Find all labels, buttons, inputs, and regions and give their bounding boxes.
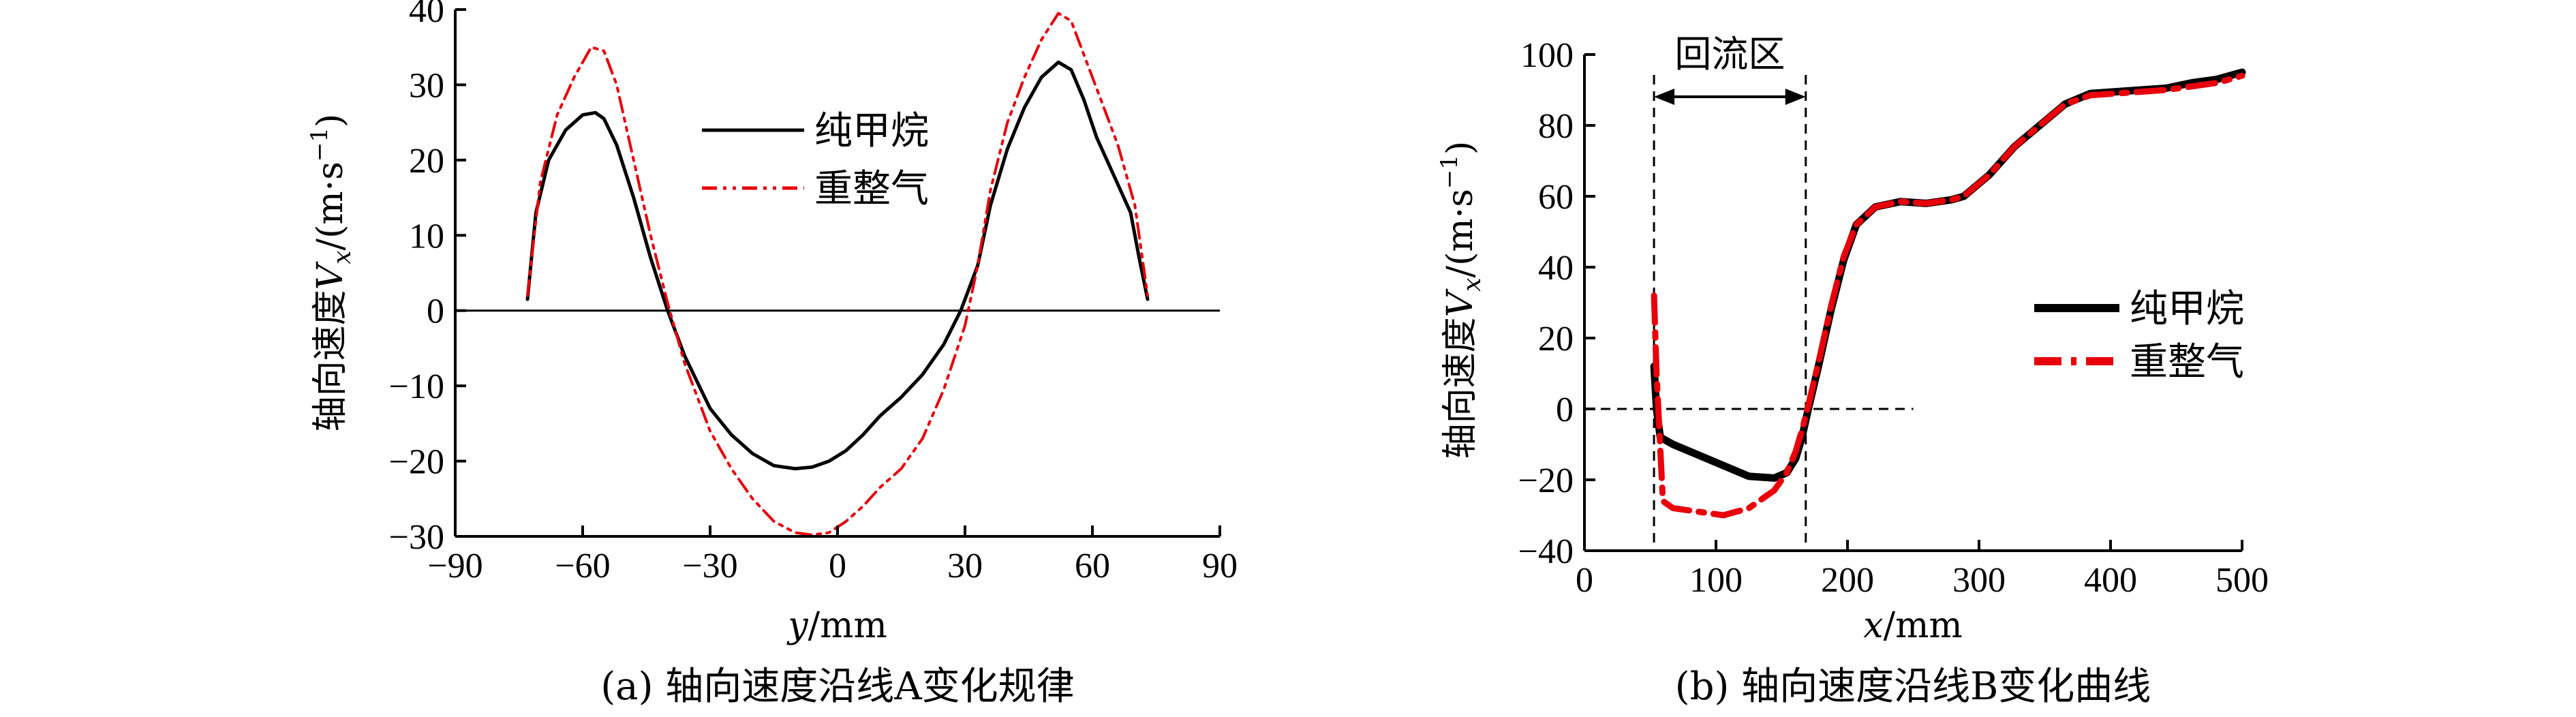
chart-b-y-axis-label: 轴向速度Vx/(m·s−1) <box>1436 141 1486 459</box>
chart-a-series-line-reformed-gas <box>526 12 1149 536</box>
recirculation-zone-label: 回流区 <box>1674 33 1785 76</box>
chart-a-series <box>525 12 1150 536</box>
chart-a-legend: 纯甲烷 重整气 <box>702 109 929 211</box>
arrowhead-right <box>1785 89 1806 105</box>
chart-a-y-axis-label: 轴向速度Vx/(m·s−1) <box>306 114 356 432</box>
chart-a-y-tick-label: 40 <box>409 0 444 30</box>
chart-a-y-tick-label: −30 <box>389 518 444 557</box>
chart-b-x-tick-label: 400 <box>2084 561 2137 600</box>
chart-b-y-tick-label: 40 <box>1538 249 1574 288</box>
chart-a-y-ticks: −30 −20 −10 0 10 20 30 40 <box>389 0 466 557</box>
chart-a-y-tick-label: −10 <box>389 367 444 406</box>
chart-a-x-tick-label: 30 <box>947 547 983 585</box>
chart-a-y-tick-label: 20 <box>409 142 444 181</box>
chart-b-x-tick-label: 500 <box>2215 561 2269 600</box>
chart-a-x-tick-label: 0 <box>829 547 846 585</box>
chart-b-x-ticks: 0 100 200 300 400 500 <box>1576 540 2269 600</box>
chart-b-y-ticks: −40 −20 0 20 40 60 80 100 <box>1518 36 1595 571</box>
chart-b-y-tick-label: 20 <box>1538 320 1574 358</box>
chart-a: −90 −60 −30 0 30 60 90 −30 −20 −10 0 10 20 30 40 纯甲烷 … <box>306 0 1238 709</box>
chart-a-y-tick-label: 0 <box>427 292 444 331</box>
chart-a-series-line-methane <box>525 60 1150 471</box>
chart-b-y-tick-label: 100 <box>1520 36 1574 75</box>
chart-b-series <box>1650 68 2246 519</box>
chart-b-legend: 纯甲烷 重整气 <box>2034 287 2244 384</box>
chart-b-x-tick-label: 100 <box>1689 561 1743 600</box>
chart-a-x-axis-label: y/mm <box>786 605 887 646</box>
chart-a-x-tick-label: −90 <box>427 547 482 585</box>
chart-a-y-tick-label: 30 <box>409 66 444 105</box>
chart-a-y-tick-label: −20 <box>389 443 444 482</box>
recirculation-zone-annotation: 回流区 <box>1654 33 1806 105</box>
legend-label-reformed-gas: 重整气 <box>814 167 929 211</box>
chart-b-y-tick-label: 80 <box>1538 107 1574 146</box>
chart-b-y-tick-label: −20 <box>1518 461 1574 500</box>
chart-b-x-tick-label: 0 <box>1576 561 1593 600</box>
chart-a-x-ticks: −90 −60 −30 0 30 60 90 <box>427 525 1238 585</box>
chart-a-x-tick-label: −60 <box>555 547 610 585</box>
chart-b-x-tick-label: 200 <box>1821 561 1874 600</box>
chart-a-x-tick-label: −30 <box>682 547 737 585</box>
arrowhead-left <box>1654 89 1675 105</box>
chart-b-x-tick-label: 300 <box>1952 561 2006 600</box>
chart-a-x-tick-label: 60 <box>1075 547 1110 585</box>
chart-a-caption: (a) 轴向速度沿线A变化规律 <box>600 665 1074 709</box>
chart-b-series-line-methane <box>1650 68 2246 482</box>
chart-a-x-tick-label: 90 <box>1202 547 1238 585</box>
chart-a-y-tick-label: 10 <box>409 217 444 256</box>
chart-b-caption: (b) 轴向速度沿线B变化曲线 <box>1675 665 2151 709</box>
legend-label-methane-b: 纯甲烷 <box>2130 287 2244 331</box>
legend-label-methane: 纯甲烷 <box>814 109 929 153</box>
legend-label-reformed-gas-b: 重整气 <box>2130 340 2244 384</box>
chart-b-y-tick-label: 0 <box>1556 391 1574 429</box>
chart-b-series-line-reformed-gas <box>1651 72 2245 519</box>
chart-b-x-axis-label: x/mm <box>1863 605 1962 646</box>
chart-b-y-tick-label: 60 <box>1538 178 1574 217</box>
chart-b-y-tick-label: −40 <box>1518 532 1574 571</box>
